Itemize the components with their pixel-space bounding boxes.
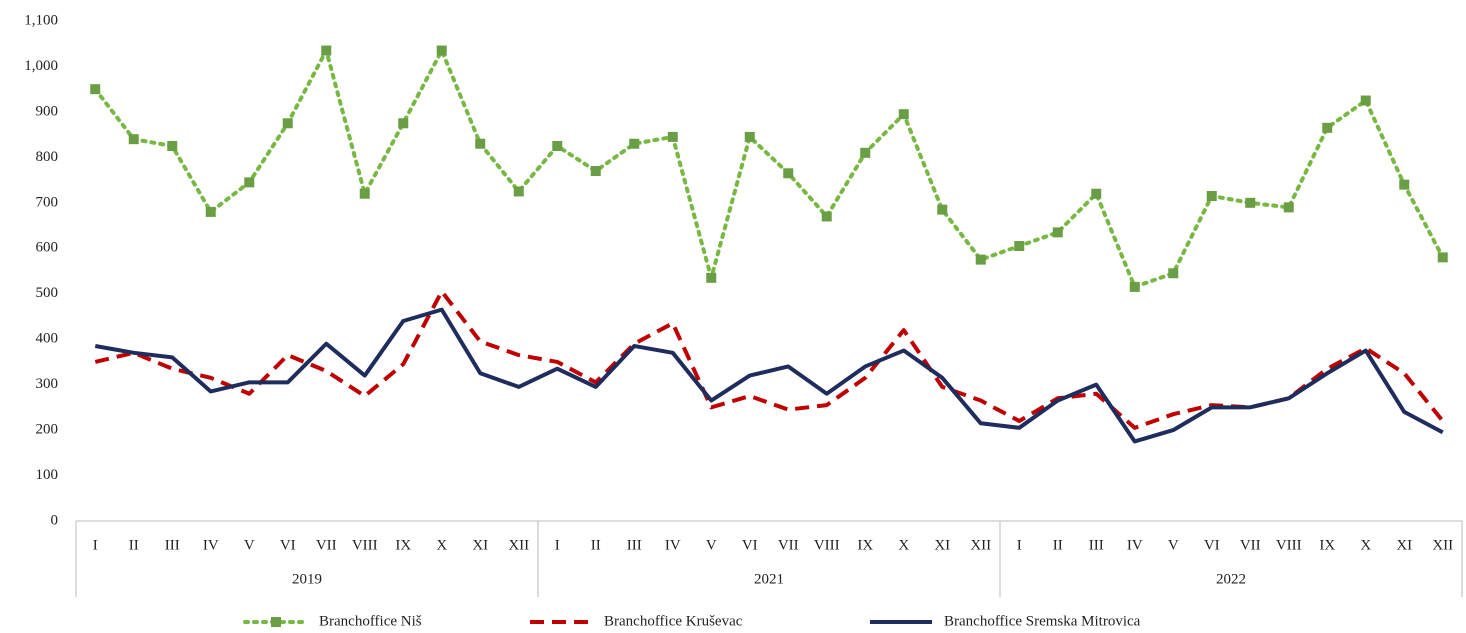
group-label: 2022	[1216, 571, 1246, 587]
x-tick-label: IX	[857, 537, 873, 553]
marker	[1283, 202, 1294, 213]
marker	[898, 109, 909, 120]
x-tick-label: IX	[1319, 537, 1335, 553]
x-tick-label: IV	[203, 537, 219, 553]
marker	[398, 118, 409, 129]
y-tick-label: 1,000	[24, 58, 58, 74]
marker	[1168, 268, 1179, 279]
x-tick-label: III	[627, 537, 642, 553]
marker	[629, 138, 640, 149]
x-tick-label: XII	[508, 537, 529, 553]
x-tick-label: VII	[1240, 537, 1261, 553]
x-tick-label: VI	[742, 537, 758, 553]
x-tick-label: III	[165, 537, 180, 553]
marker	[1129, 281, 1140, 292]
marker	[167, 141, 178, 151]
x-tick-label: IV	[1127, 537, 1143, 553]
y-tick-label: 400	[36, 331, 59, 347]
x-tick-label: V	[706, 537, 717, 553]
x-tick-label: III	[1089, 537, 1104, 553]
x-tick-label: VII	[316, 537, 337, 553]
y-tick-label: 600	[36, 240, 59, 256]
x-tick-label: X	[898, 537, 909, 553]
x-tick-label: II	[129, 537, 139, 553]
y-tick-label: 100	[36, 467, 59, 483]
marker	[744, 131, 755, 142]
marker	[1091, 188, 1102, 199]
group-label: 2019	[292, 571, 322, 587]
series-line	[93, 48, 1445, 289]
x-tick-label: VI	[1204, 537, 1220, 553]
x-tick-label: IV	[665, 537, 681, 553]
marker	[706, 272, 717, 283]
series-line	[94, 307, 1444, 444]
y-tick-label: 500	[36, 285, 59, 301]
y-tick-label: 700	[36, 194, 59, 210]
legend-marker	[271, 617, 281, 627]
legend-label: Branchoffice Kruševac	[604, 613, 743, 629]
x-tick-label: XI	[934, 537, 950, 553]
marker	[552, 141, 563, 151]
marker	[359, 188, 370, 199]
marker	[1360, 95, 1371, 106]
x-tick-label: I	[555, 537, 560, 553]
x-tick-label: V	[1168, 537, 1179, 553]
marker	[1052, 227, 1063, 238]
x-tick-label: XII	[1432, 537, 1453, 553]
x-tick-label: VIII	[1276, 537, 1302, 553]
marker	[321, 45, 332, 56]
marker	[975, 254, 986, 265]
group-label: 2021	[754, 571, 784, 587]
marker	[205, 206, 216, 217]
marker	[90, 84, 101, 95]
marker	[244, 177, 255, 188]
y-tick-label: 800	[36, 149, 59, 165]
marker	[436, 45, 447, 56]
marker	[1206, 191, 1217, 201]
y-tick-label: 0	[51, 512, 59, 528]
marker	[860, 147, 871, 158]
x-tick-label: I	[93, 537, 98, 553]
y-tick-label: 200	[36, 422, 59, 438]
x-tick-label: VIII	[352, 537, 378, 553]
x-tick-label: II	[1053, 537, 1063, 553]
marker	[783, 168, 794, 179]
x-tick-label: IX	[395, 537, 411, 553]
y-tick-label: 300	[36, 376, 59, 392]
y-tick-label: 900	[36, 103, 59, 119]
x-tick-label: XII	[970, 537, 991, 553]
x-tick-label: X	[436, 537, 447, 553]
marker	[821, 211, 832, 222]
x-tick-label: VII	[778, 537, 799, 553]
marker	[1437, 252, 1448, 263]
marker	[1399, 179, 1410, 190]
marker	[937, 204, 948, 215]
legend-label: Branchoffice Niš	[319, 613, 422, 629]
marker	[475, 138, 486, 149]
x-tick-label: X	[1360, 537, 1371, 553]
y-tick-label: 1,100	[24, 12, 58, 28]
marker	[128, 134, 139, 145]
x-tick-label: I	[1017, 537, 1022, 553]
marker	[1245, 197, 1256, 208]
marker	[667, 131, 678, 142]
x-tick-label: XI	[472, 537, 488, 553]
marker	[1014, 241, 1025, 251]
x-tick-label: V	[244, 537, 255, 553]
legend-label: Branchoffice Sremska Mitrovica	[944, 613, 1141, 629]
x-tick-label: VIII	[814, 537, 840, 553]
marker	[1322, 122, 1333, 133]
x-tick-label: II	[591, 537, 601, 553]
marker	[282, 118, 293, 129]
marker	[590, 166, 601, 176]
x-tick-label: XI	[1396, 537, 1412, 553]
marker	[513, 186, 524, 197]
x-tick-label: VI	[280, 537, 296, 553]
